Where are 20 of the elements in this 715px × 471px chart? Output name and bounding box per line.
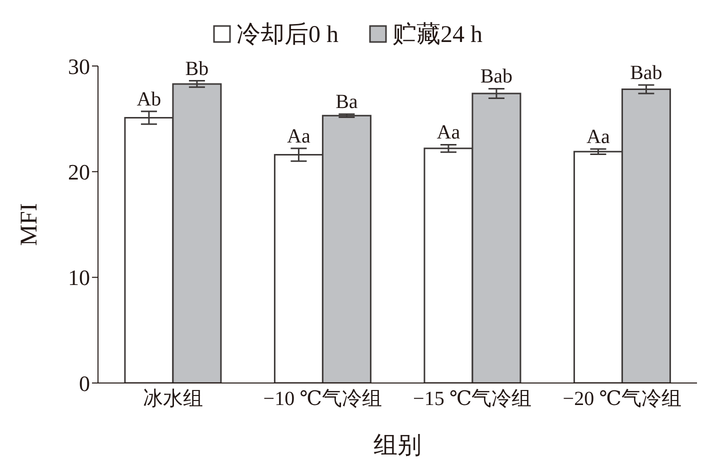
annotation: Aa <box>436 122 460 144</box>
annotation: Aa <box>287 125 310 148</box>
x-tick-label: −10 ℃气冷组 <box>263 388 382 410</box>
x-tick-label: −20 ℃气冷组 <box>562 388 682 410</box>
legend-label: 贮藏24 h <box>392 21 482 50</box>
x-tick-label: 冰水组 <box>142 388 203 410</box>
y-tick-label: 10 <box>68 265 90 290</box>
y-tick-label: 20 <box>68 159 90 184</box>
annotation: Ab <box>136 88 162 110</box>
annotation: Bab <box>630 62 662 84</box>
annotation: Aa <box>586 126 610 148</box>
y-axis-title: MFI <box>16 203 43 246</box>
annotation: Bab <box>480 66 513 88</box>
annotation: Ba <box>336 91 358 114</box>
annotation: Bb <box>185 58 209 80</box>
y-tick-label: 0 <box>79 370 90 396</box>
x-tick-label: −15 ℃气冷组 <box>413 388 532 410</box>
legend-label: 冷却后0 h <box>236 21 338 50</box>
x-axis-title: 组别 <box>374 433 422 459</box>
y-tick-label: 30 <box>68 54 90 79</box>
